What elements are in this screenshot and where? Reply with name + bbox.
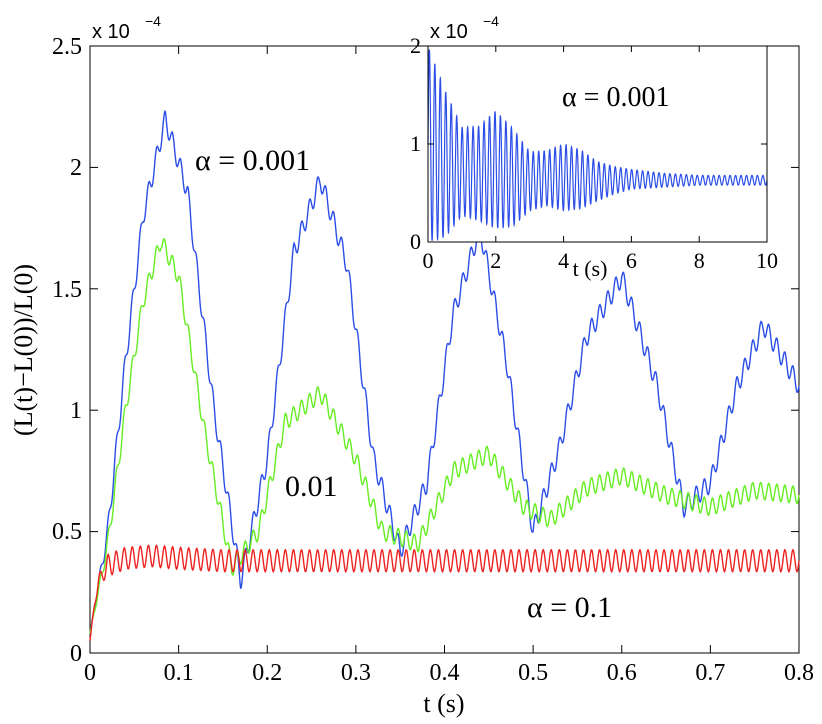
inset-ticks bbox=[427, 45, 768, 243]
series-line-alpha-0-1 bbox=[89, 544, 800, 641]
inset-y-multiplier-exponent: −4 bbox=[483, 13, 499, 29]
main-y-multiplier: x 10 bbox=[92, 21, 130, 43]
series-line-alpha-0-001 bbox=[89, 109, 800, 634]
inset-y-multiplier: x 10 bbox=[430, 21, 468, 43]
inset-y-tick-label: 2 bbox=[410, 33, 421, 58]
main-series bbox=[89, 109, 800, 641]
inset-x-tick-labels: 0 2 4 6 8 10 bbox=[423, 248, 779, 273]
x-tick-label: 0.1 bbox=[164, 660, 194, 686]
annotation-0-01: 0.01 bbox=[285, 470, 338, 503]
main-y-multiplier-exponent: −4 bbox=[145, 13, 161, 29]
x-tick-label: 0 bbox=[84, 660, 96, 686]
annotation-alpha-0-001: α = 0.001 bbox=[195, 144, 310, 177]
main-x-axis-title: t (s) bbox=[423, 689, 464, 718]
inset-x-axis-title: t (s) bbox=[573, 256, 608, 281]
inset-x-tick-label: 8 bbox=[694, 248, 705, 273]
main-y-axis-title: (L(t)−L(0))/L(0) bbox=[9, 264, 38, 436]
main-y-tick-labels: 0 0.5 1 1.5 2 2.5 bbox=[52, 34, 82, 667]
inset-x-tick-label: 10 bbox=[756, 248, 778, 273]
y-tick-label: 0.5 bbox=[52, 519, 82, 545]
inset-y-tick-labels: 0 1 2 bbox=[410, 33, 421, 254]
x-tick-label: 0.6 bbox=[607, 660, 637, 686]
x-tick-label: 0.4 bbox=[430, 660, 460, 686]
x-tick-label: 0.3 bbox=[341, 660, 371, 686]
inset-series-line bbox=[427, 49, 768, 242]
inset-x-tick-label: 0 bbox=[423, 248, 434, 273]
main-x-tick-labels: 0 0.1 0.2 0.3 0.4 0.5 0.6 0.7 0.8 bbox=[84, 660, 814, 686]
x-tick-label: 0.7 bbox=[695, 660, 725, 686]
y-tick-label: 1 bbox=[70, 398, 82, 424]
series-line-alpha-0-01 bbox=[89, 237, 800, 634]
inset-series bbox=[427, 49, 768, 242]
inset-x-tick-label: 2 bbox=[490, 248, 501, 273]
y-tick-label: 1.5 bbox=[52, 277, 82, 303]
x-tick-label: 0.8 bbox=[784, 660, 814, 686]
y-tick-label: 0 bbox=[70, 641, 82, 667]
y-tick-label: 2.5 bbox=[52, 34, 82, 60]
inset-x-tick-label: 6 bbox=[626, 248, 637, 273]
inset-y-tick-label: 1 bbox=[410, 131, 421, 156]
x-tick-label: 0.5 bbox=[518, 660, 548, 686]
y-tick-label: 2 bbox=[70, 155, 82, 181]
annotation-alpha-0-1: α = 0.1 bbox=[527, 591, 612, 624]
inset-x-tick-label: 4 bbox=[558, 248, 569, 273]
x-tick-label: 0.2 bbox=[252, 660, 282, 686]
inset-y-tick-label: 0 bbox=[410, 229, 421, 254]
inset-annotation-alpha-0-001: α = 0.001 bbox=[562, 82, 669, 113]
